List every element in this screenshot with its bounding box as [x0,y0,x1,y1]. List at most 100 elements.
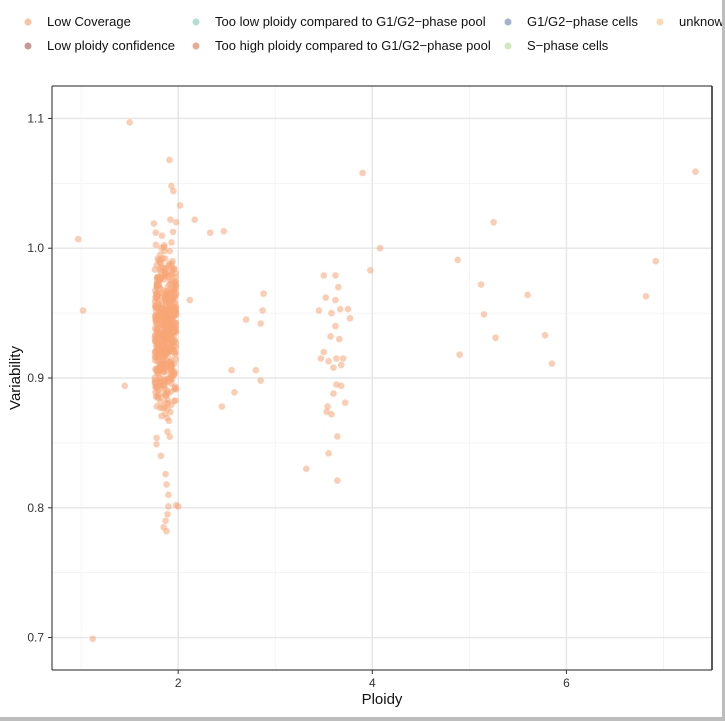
data-point [376,244,384,252]
data-point [328,309,335,317]
data-point [257,377,264,384]
data-point [477,281,485,288]
data-point [257,320,264,327]
data-point [154,291,162,298]
data-point [170,187,177,195]
data-point [228,366,235,374]
data-point [157,378,165,386]
data-point [79,307,87,314]
data-point [163,405,171,412]
legend-key [192,42,200,50]
data-point [161,292,168,300]
data-point [157,398,164,406]
data-point [541,331,549,339]
data-point [168,301,175,309]
data-point [367,266,374,274]
data-point [162,517,169,525]
data-point [652,257,660,265]
data-point [168,296,176,304]
data-point [186,296,194,304]
data-point [153,441,160,448]
data-point [524,291,531,299]
data-point [168,182,175,190]
x-axis-title: Ploidy [362,691,403,708]
data-point [191,216,198,223]
data-point [163,414,171,422]
data-point [162,315,170,322]
y-tick-label: 0.7 [27,631,44,645]
data-point [121,382,129,390]
data-point [327,333,334,340]
y-tick-label: 1.0 [27,241,44,255]
data-point [153,434,160,442]
data-point [332,322,339,330]
data-point [315,307,323,314]
data-point [168,262,175,270]
data-point [152,389,159,396]
data-point [172,273,179,281]
legend-label: Too low ploidy compared to G1/G2−phase p… [215,14,486,29]
x-tick-label: 2 [175,676,182,690]
data-point [172,385,180,393]
data-point [172,291,180,298]
data-point [157,251,164,258]
data-point [323,408,330,416]
data-point [154,345,161,353]
y-tick-label: 0.8 [27,501,44,515]
data-point [320,272,328,279]
data-point [157,268,165,276]
x-tick-label: 6 [563,676,570,690]
data-point [166,156,173,164]
data-point [165,491,172,499]
data-point [172,356,180,363]
data-point [328,411,335,418]
data-point [164,510,171,518]
data-point [456,351,463,358]
data-point [339,355,347,362]
data-point [330,390,337,397]
data-point [164,428,171,435]
data-point [168,278,175,286]
data-point [176,202,184,209]
data-point [642,292,650,300]
legend-key [192,18,200,26]
data-point [74,235,82,243]
data-point [336,305,344,313]
legend-key [504,42,512,50]
data-point [126,119,133,126]
data-point [344,305,352,313]
data-point [206,229,214,236]
data-point [259,307,266,314]
data-point [330,364,337,371]
data-point [174,503,182,510]
data-point [335,335,343,343]
data-point [162,331,169,338]
data-point [332,272,339,279]
data-point [152,383,159,391]
data-point [242,316,250,323]
legend-label: Low ploidy confidence [47,38,175,53]
data-point [163,481,170,488]
data-point [157,452,165,460]
data-point [302,465,310,473]
legend-key [24,42,32,50]
data-point [163,527,170,535]
data-point [157,351,164,358]
diploid-cluster [151,218,180,460]
data-point [151,374,159,381]
data-point [167,216,174,223]
data-point [152,332,159,340]
data-point [320,348,328,356]
data-point [334,433,341,440]
data-point [167,360,175,368]
data-point [158,232,166,239]
data-point [153,367,160,374]
y-tick-label: 0.9 [27,371,44,385]
data-point [172,218,180,226]
data-point [166,347,174,355]
data-point [165,503,172,510]
legend-label: Too high ploidy compared to G1/G2−phase … [215,38,491,53]
data-point [252,366,260,374]
